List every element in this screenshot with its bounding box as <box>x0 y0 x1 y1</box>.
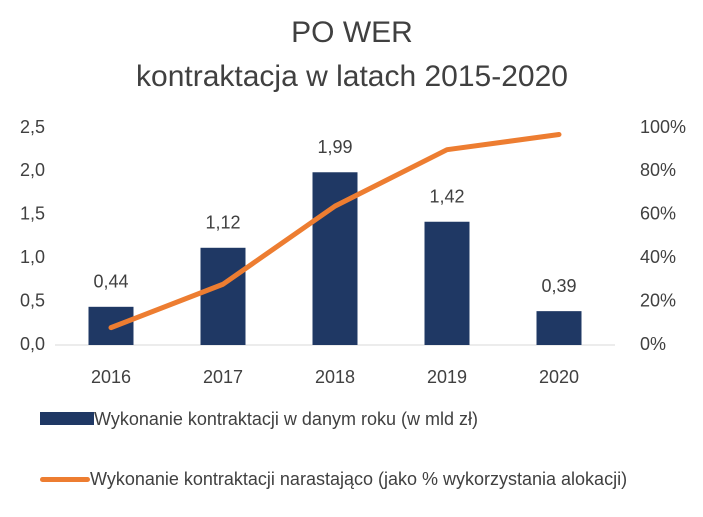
x-tick-label: 2018 <box>315 367 355 387</box>
y2-tick-label: 80% <box>640 160 676 180</box>
data-label: 0,39 <box>541 276 576 296</box>
y2-tick-label: 40% <box>640 247 676 267</box>
y-tick-label: 0,0 <box>20 334 45 354</box>
legend-swatch <box>40 412 94 425</box>
chart-subtitle: kontraktacja w latach 2015-2020 <box>136 60 568 93</box>
x-tick-label: 2020 <box>539 367 579 387</box>
x-tick-label: 2017 <box>203 367 243 387</box>
data-label: 1,99 <box>317 137 352 157</box>
data-label: 1,12 <box>205 213 240 233</box>
y-tick-label: 0,5 <box>20 290 45 310</box>
legend-label: Wykonanie kontraktacji w danym roku (w m… <box>94 409 478 429</box>
legend-swatch <box>40 477 90 482</box>
bar <box>424 221 470 345</box>
y-tick-label: 2,5 <box>20 117 45 137</box>
y-tick-label: 2,0 <box>20 160 45 180</box>
y2-tick-label: 60% <box>640 204 676 224</box>
y2-tick-label: 100% <box>640 117 686 137</box>
bar <box>200 247 246 345</box>
y2-tick-label: 0% <box>640 334 666 354</box>
x-tick-label: 2016 <box>91 367 131 387</box>
bar <box>536 311 582 345</box>
y2-tick-label: 20% <box>640 290 676 310</box>
y-tick-label: 1,5 <box>20 204 45 224</box>
line <box>108 132 562 331</box>
legend-label: Wykonanie kontraktacji narastająco (jako… <box>90 469 628 489</box>
x-tick-label: 2019 <box>427 367 467 387</box>
data-label: 1,42 <box>429 186 464 206</box>
y-tick-label: 1,0 <box>20 247 45 267</box>
legend-item: Wykonanie kontraktacji w danym roku (w m… <box>40 406 654 432</box>
legend-item: Wykonanie kontraktacji narastająco (jako… <box>40 466 650 492</box>
chart-title: PO WER <box>291 16 413 49</box>
data-label: 0,44 <box>93 272 128 292</box>
